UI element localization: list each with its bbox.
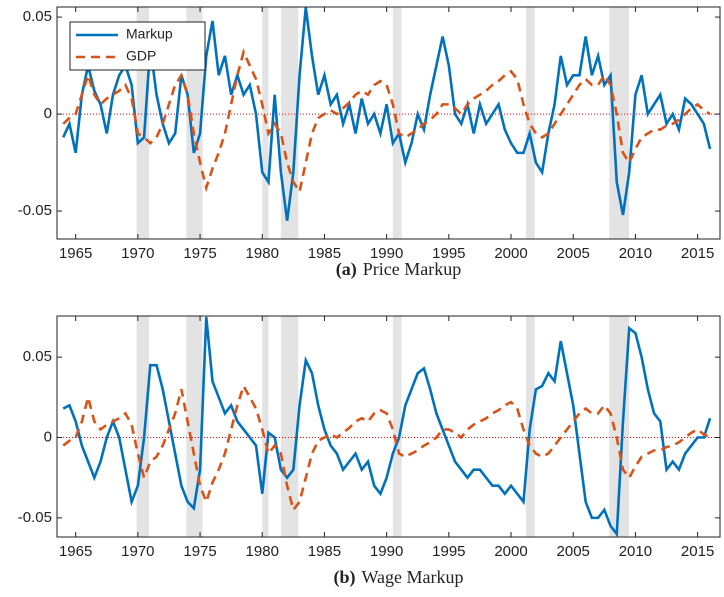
x-tick-label: 1980 <box>246 543 279 560</box>
x-tick-label: 2010 <box>619 543 652 560</box>
x-tick-label: 1970 <box>121 543 154 560</box>
y-tick-label: 0.05 <box>23 8 52 25</box>
x-tick-label: 1995 <box>432 245 465 262</box>
panel-label: (a) <box>336 259 357 280</box>
x-tick-label: 2015 <box>681 543 714 560</box>
panel-label: (b) <box>333 567 355 588</box>
x-tick-label: 1975 <box>183 245 216 262</box>
recession-band <box>262 316 269 537</box>
panel-title: Wage Markup <box>361 567 463 587</box>
recession-band <box>392 316 402 537</box>
x-tick-label: 1965 <box>59 543 92 560</box>
series-line <box>62 48 711 196</box>
x-tick-label: 2000 <box>494 543 527 560</box>
x-tick-label: 2005 <box>557 245 590 262</box>
x-tick-label: 1975 <box>183 543 216 560</box>
panel: 1965 1970 1975 1980 1985 1990 1995 2000 2005 2010… <box>18 315 721 588</box>
panel: 1965 1970 1975 1980 1985 1990 1995 2000 2005 2010… <box>18 6 721 280</box>
plot-frame <box>56 6 721 240</box>
y-tick-label: 0 <box>44 105 52 122</box>
plot-frame <box>56 315 721 538</box>
x-tick-label: 1980 <box>246 245 279 262</box>
y-tick-label: -0.05 <box>18 509 52 526</box>
recession-band <box>609 316 630 537</box>
series-line <box>62 7 712 221</box>
panel-caption: (a) Price Markup <box>336 259 461 280</box>
series-line <box>62 316 712 537</box>
x-tick-label: 1990 <box>370 543 403 560</box>
legend-label: GDP <box>126 48 156 64</box>
legend-box <box>69 21 206 71</box>
series-line <box>62 382 711 513</box>
x-tick-label: 2010 <box>619 245 652 262</box>
recession-band <box>392 7 402 239</box>
x-tick-label: 1985 <box>308 245 341 262</box>
panel-title: Price Markup <box>363 259 461 279</box>
legend-label: Markup <box>126 26 173 42</box>
x-tick-label: 1990 <box>370 245 403 262</box>
y-tick-label: 0 <box>44 428 52 445</box>
x-tick-label: 1970 <box>121 245 154 262</box>
x-tick-label: 1985 <box>308 543 341 560</box>
y-tick-label: 0.05 <box>23 348 52 365</box>
x-tick-label: 2000 <box>494 245 527 262</box>
x-tick-label: 2015 <box>681 245 714 262</box>
recession-band <box>136 316 150 537</box>
recession-band <box>525 7 535 239</box>
x-tick-label: 1995 <box>432 543 465 560</box>
x-tick-label: 2005 <box>557 543 590 560</box>
y-tick-label: -0.05 <box>18 202 52 219</box>
x-tick-label: 1965 <box>59 245 92 262</box>
panel-caption: (b) Wage Markup <box>333 567 463 588</box>
recession-band <box>280 316 299 537</box>
